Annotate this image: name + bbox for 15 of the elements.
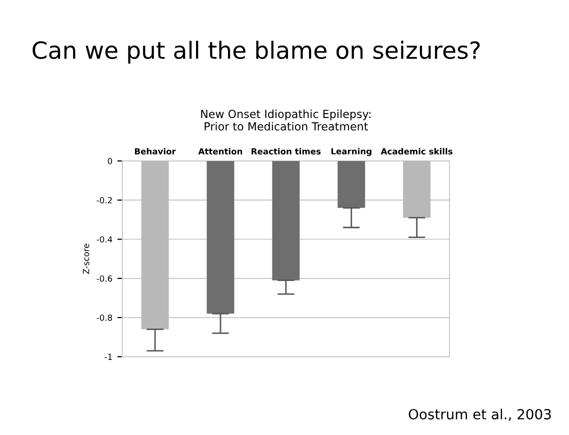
x-tick-label: Reaction times: [252, 148, 321, 154]
chart-subtitle: New Onset Idiopathic Epilepsy: Prior to Medication Treatment: [201, 110, 370, 131]
y-tick-label: -0.4: [96, 236, 112, 243]
x-tick-label: Learning: [331, 148, 372, 156]
chart-title: Can we put all the blame on seizures?: [32, 40, 480, 64]
text: Oostrum et al., 2003: [408, 408, 551, 421]
x-tick-label: Academic skills: [380, 148, 452, 154]
y-tick-label: -1: [104, 354, 112, 360]
y-axis-title: Z-score: [82, 244, 90, 274]
y-tick-label: -0.2: [96, 197, 112, 204]
y-tick-label: -0.8: [96, 314, 112, 321]
x-tick-label: Attention: [198, 148, 242, 154]
y-tick-label: -0.6: [96, 275, 112, 282]
y-tick-label: 0: [108, 158, 112, 164]
x-tick-label: Behavior: [134, 148, 176, 154]
